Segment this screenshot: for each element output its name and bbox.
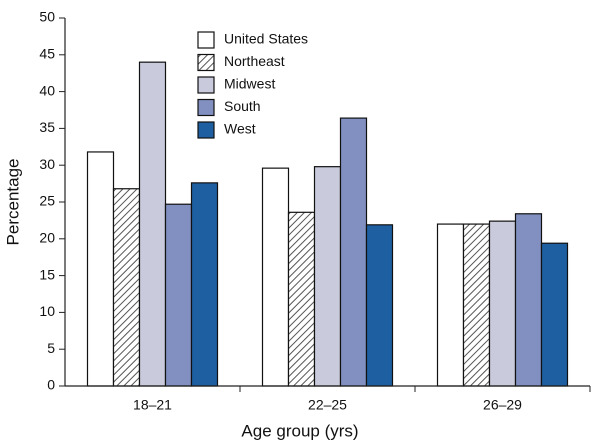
bar	[514, 213, 543, 387]
bar	[365, 224, 394, 387]
bar	[86, 151, 115, 387]
bar	[112, 188, 141, 387]
legend-label: South	[224, 98, 261, 114]
x-tick-label: 22–25	[308, 397, 347, 413]
legend-swatch	[197, 98, 215, 117]
y-tick-label: 50	[39, 9, 55, 25]
y-tick-label: 5	[47, 340, 55, 356]
bar	[190, 182, 219, 387]
legend-swatch	[197, 31, 215, 49]
bar	[313, 166, 342, 387]
legend-swatch	[197, 76, 215, 94]
y-tick-label: 35	[39, 119, 55, 135]
legend-label: Northeast	[224, 53, 285, 69]
bar	[540, 242, 569, 387]
bar	[488, 220, 517, 387]
y-tick-label: 15	[39, 266, 55, 282]
bar	[436, 223, 465, 387]
legend-swatch	[197, 121, 215, 139]
bar	[261, 167, 290, 387]
bar	[164, 203, 193, 387]
bar	[339, 117, 368, 387]
y-axis-title: Percentage	[3, 159, 22, 246]
y-tick-label: 20	[39, 230, 55, 246]
x-tick-label: 26–29	[483, 397, 522, 413]
legend-label: Midwest	[224, 76, 275, 92]
y-tick-label: 10	[39, 303, 55, 319]
legend-label: United States	[224, 31, 308, 47]
bar	[138, 61, 167, 387]
y-tick-label: 45	[39, 46, 55, 62]
bar	[287, 211, 316, 387]
y-tick-label: 40	[39, 82, 55, 98]
legend-swatch	[197, 53, 215, 72]
bar	[462, 223, 491, 387]
legend-label: West	[224, 121, 256, 137]
x-axis-title: Age group (yrs)	[241, 421, 358, 440]
y-tick-label: 25	[39, 193, 55, 209]
y-tick-label: 0	[47, 377, 55, 393]
y-tick-label: 30	[39, 156, 55, 172]
x-tick-label: 18–21	[133, 397, 172, 413]
